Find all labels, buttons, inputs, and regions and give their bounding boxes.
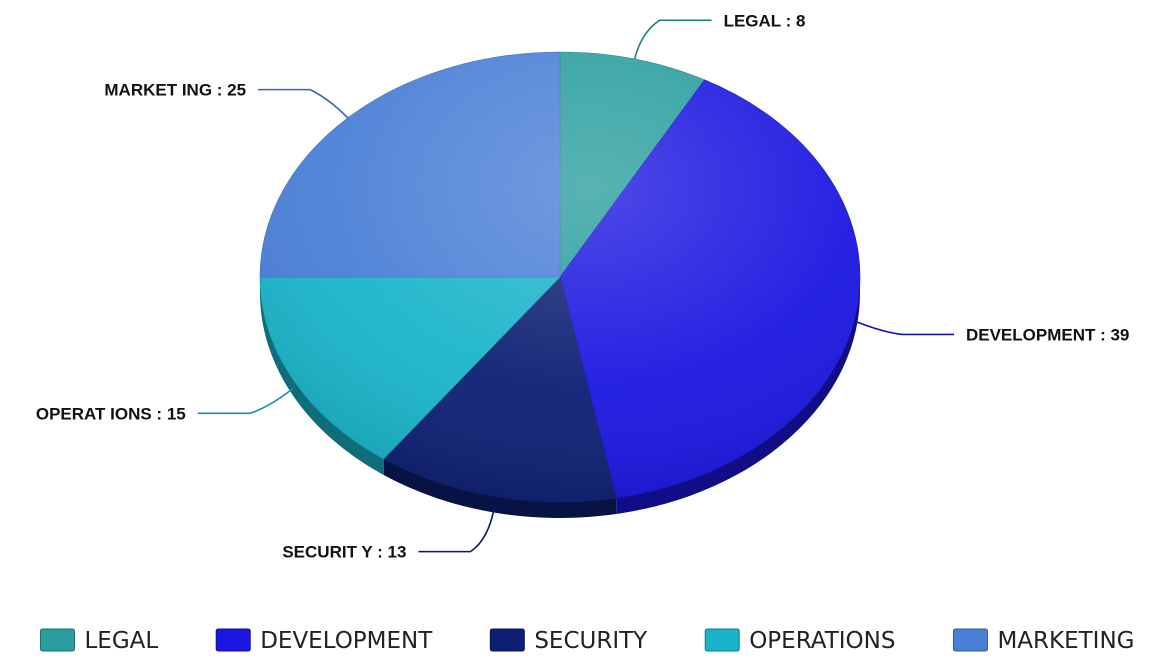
legend: LEGAL DEVELOPMENT SECURITY OPERATIONS MARKET… — [39, 628, 1135, 654]
pie-slices — [259, 51, 861, 503]
legend-swatch-legal — [39, 628, 75, 652]
leader-line-legal — [633, 19, 712, 60]
pie-slice-marketing — [259, 51, 561, 278]
leader-lines — [197, 19, 954, 553]
leader-line-security — [418, 506, 496, 553]
legend-label-marketing: MARKETING — [997, 628, 1134, 654]
legend-swatch-development — [215, 628, 251, 652]
legend-label-legal: LEGAL — [84, 628, 158, 654]
legend-label-security: SECURITY — [534, 628, 648, 654]
slice-label-legal: LEGAL : 8 — [724, 11, 806, 30]
leader-line-development — [856, 321, 954, 336]
leader-line-operations — [197, 388, 294, 415]
slice-label-operations: OPERAT IONS : 15 — [36, 404, 186, 423]
slice-labels: LEGAL : 8 DEVELOPMENT : 39 SECURIT Y : 13 O… — [36, 11, 1130, 561]
legend-label-operations: OPERATIONS — [749, 628, 895, 654]
legend-swatch-security — [489, 628, 525, 652]
legend-swatch-marketing — [952, 628, 988, 652]
slice-label-marketing: MARKET ING : 25 — [104, 81, 246, 100]
legend-swatch-operations — [704, 628, 740, 652]
slice-side-security — [383, 459, 617, 518]
slice-label-security: SECURIT Y : 13 — [282, 543, 406, 562]
legend-label-development: DEVELOPMENT — [260, 628, 433, 654]
leader-line-marketing — [258, 88, 349, 119]
slice-label-development: DEVELOPMENT : 39 — [966, 325, 1129, 344]
